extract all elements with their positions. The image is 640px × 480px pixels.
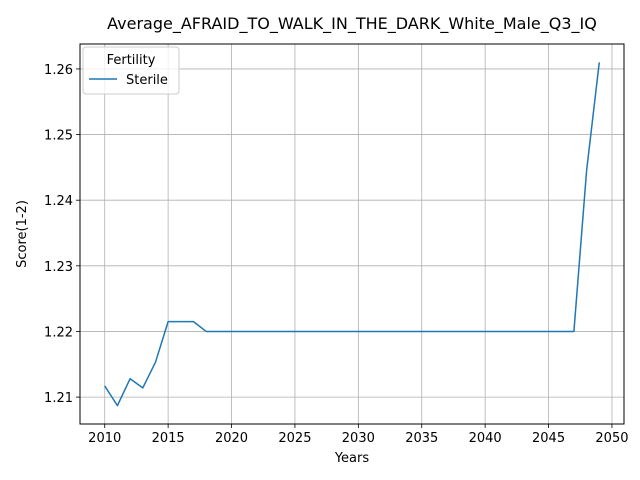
y-tick-label: 1.26 bbox=[44, 63, 73, 78]
y-tick-label: 1.25 bbox=[44, 129, 73, 144]
y-axis-ticks: 1.21 1.22 1.23 1.24 1.25 1.26 bbox=[44, 63, 80, 406]
series-line-sterile bbox=[104, 62, 601, 407]
x-tick-label: 2040 bbox=[469, 431, 502, 446]
legend-title: Fertility bbox=[107, 53, 156, 68]
y-tick-label: 1.24 bbox=[44, 194, 73, 209]
x-tick-label: 2020 bbox=[215, 431, 248, 446]
series-layer bbox=[104, 62, 601, 407]
chart-title: Average_AFRAID_TO_WALK_IN_THE_DARK_White… bbox=[107, 14, 597, 34]
x-axis-ticks: 2010 2015 2020 2025 2030 2035 2040 2045 2050 bbox=[88, 424, 629, 446]
y-axis-title: Score(1-2) bbox=[15, 200, 30, 268]
x-tick-label: 2045 bbox=[532, 431, 565, 446]
x-tick-label: 2010 bbox=[88, 431, 121, 446]
x-tick-label: 2025 bbox=[278, 431, 311, 446]
y-tick-label: 1.23 bbox=[44, 260, 73, 275]
y-tick-label: 1.21 bbox=[44, 391, 73, 406]
x-tick-label: 2050 bbox=[595, 431, 628, 446]
plot-frame bbox=[79, 43, 625, 425]
y-tick-label: 1.22 bbox=[44, 325, 73, 340]
legend-label-sterile: Sterile bbox=[126, 73, 168, 88]
x-tick-label: 2015 bbox=[152, 431, 185, 446]
legend-box bbox=[82, 46, 180, 95]
x-axis-title: Years bbox=[334, 451, 370, 466]
x-tick-label: 2030 bbox=[342, 431, 375, 446]
legend: Fertility Sterile bbox=[82, 46, 180, 95]
x-tick-label: 2035 bbox=[405, 431, 438, 446]
